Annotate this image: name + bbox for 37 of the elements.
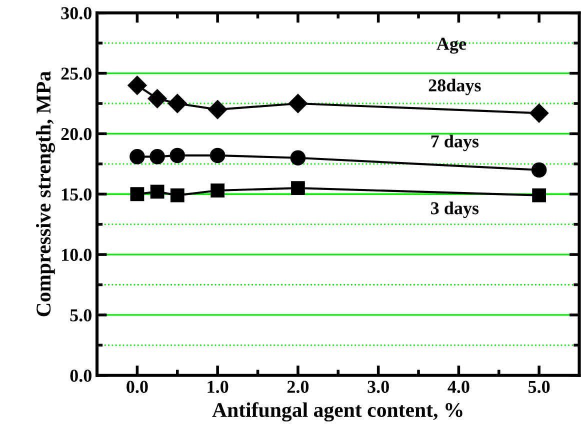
x-tick-label: 1.0 <box>208 380 228 394</box>
point <box>288 94 308 114</box>
point <box>208 100 228 120</box>
point <box>150 184 164 199</box>
y-tick-label: 20.0 <box>61 128 92 140</box>
y-tick-label: 25.0 <box>61 68 92 80</box>
point <box>170 148 186 164</box>
x-tick-label: 2.0 <box>287 380 309 394</box>
point <box>128 76 147 95</box>
point <box>168 94 187 114</box>
series-label: 28days <box>428 78 481 96</box>
point <box>130 149 145 164</box>
x-axis-title: Antifungal agent content, % <box>212 402 462 422</box>
series-label: 7 days <box>431 134 479 152</box>
y-tick-label: 15.0 <box>62 188 92 201</box>
point <box>170 188 184 202</box>
point <box>148 89 167 108</box>
point <box>210 148 226 164</box>
series-label: 3 days <box>431 202 479 218</box>
point <box>291 181 305 196</box>
y-tick-label: 5.0 <box>70 309 92 322</box>
point <box>210 184 225 198</box>
x-tick-label: 5.0 <box>528 380 550 394</box>
y-axis-title: Compressive strength, MPa <box>36 71 56 316</box>
point <box>531 162 547 178</box>
y-tick-label: 0.0 <box>70 370 92 382</box>
point <box>530 104 549 123</box>
annotation: Age <box>436 38 466 54</box>
x-tick-label: 3.0 <box>368 380 389 394</box>
point <box>150 149 165 164</box>
x-tick-label: 4.0 <box>448 380 470 394</box>
x-tick-label: 0.0 <box>126 380 148 394</box>
point <box>532 188 546 202</box>
point <box>130 187 144 202</box>
y-tick-label: 30.0 <box>61 7 92 20</box>
point <box>290 150 306 166</box>
y-tick-label: 10.0 <box>62 248 92 262</box>
